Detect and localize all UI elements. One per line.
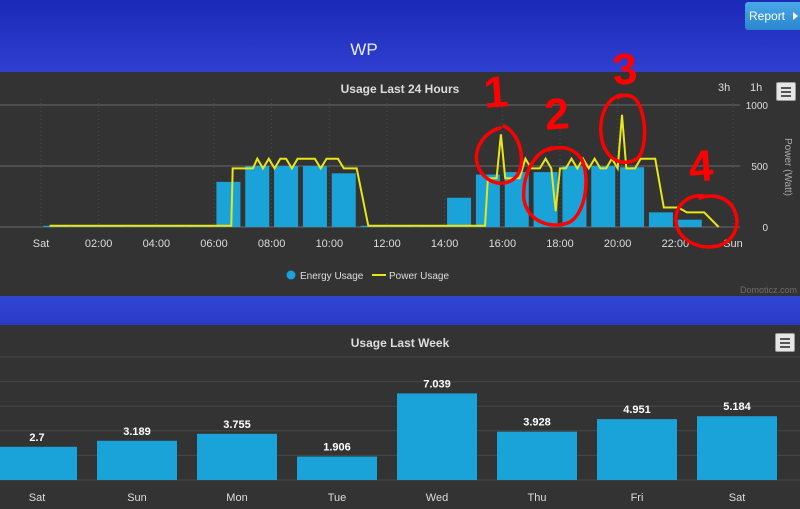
x-tick-label: 08:00 [258, 238, 286, 250]
zoom-1h-button[interactable]: 1h [750, 82, 763, 94]
x-tick-label: 04:00 [143, 238, 171, 250]
energy-usage-bar [274, 166, 299, 227]
usage-24h-chart-title: Usage Last 24 Hours [340, 82, 460, 96]
week-usage-bar [597, 419, 677, 480]
energy-usage-bar [331, 173, 356, 227]
bar-value-label: 2.7 [29, 432, 44, 444]
power-usage-line [49, 114, 720, 228]
x-tick-label: 12:00 [373, 238, 401, 250]
section-separator [0, 296, 800, 325]
x-tick-label: Sat [29, 492, 46, 504]
week-usage-bar [197, 433, 277, 480]
x-tick-label: Sun [723, 238, 743, 250]
x-tick-label: Mon [226, 492, 247, 504]
chart-menu-button[interactable] [775, 333, 795, 352]
bar-value-label: 3.928 [523, 417, 551, 429]
x-tick-label: Fri [631, 492, 644, 504]
x-tick-label: 06:00 [200, 238, 228, 250]
y-tick-label: 1000 [746, 101, 769, 112]
usage-week-chart-panel: Usage Last Week 2.7 Sat 3.189 Sun 3.755 Mon 1.… [0, 325, 800, 509]
x-tick-label: 20:00 [604, 238, 632, 250]
y-axis-title: Power (Watt) [782, 138, 793, 196]
y-tick-label: 500 [751, 162, 768, 173]
usage-week-chart: 2.7 Sat 3.189 Sun 3.755 Mon 1.906 Tue 7.039 Wed 3.… [0, 356, 800, 504]
chart-menu-button[interactable] [776, 82, 796, 101]
bar-value-label: 3.755 [223, 419, 251, 431]
energy-usage-bar [504, 172, 529, 227]
usage-week-chart-title: Usage Last Week [350, 336, 450, 350]
usage-24h-chart-panel: Usage Last 24 Hours 3h 1h 0 500 1000 Sat 02:… [0, 72, 800, 296]
energy-usage-bar [562, 166, 587, 227]
x-tick-label: 02:00 [85, 238, 113, 250]
x-tick-label: Sat [729, 492, 746, 504]
x-tick-label: 16:00 [489, 238, 517, 250]
energy-usage-bar [591, 166, 616, 227]
bar-value-label: 3.189 [123, 426, 151, 438]
week-usage-bar [697, 416, 777, 480]
week-usage-bar [0, 446, 77, 480]
x-tick-label: 14:00 [431, 238, 459, 250]
energy-usage-bar [447, 197, 472, 227]
chart-credit: Domoticz.com [740, 285, 797, 295]
energy-usage-bar [216, 181, 241, 227]
legend-energy-label: Energy Usage [300, 271, 364, 282]
x-tick-label: 22:00 [662, 238, 690, 250]
energy-usage-bar [245, 166, 270, 227]
menu-icon [781, 87, 791, 89]
bar-value-label: 4.951 [623, 404, 651, 416]
week-usage-bar [397, 393, 477, 480]
page-title: WP [350, 40, 378, 59]
report-button[interactable]: Report [745, 2, 800, 30]
energy-usage-bar [620, 167, 645, 227]
x-tick-label: Sat [33, 238, 50, 250]
energy-usage-bar [648, 212, 673, 227]
x-tick-label: Sun [127, 492, 147, 504]
week-usage-bar [97, 440, 177, 480]
week-usage-bar [497, 431, 577, 480]
play-arrow-icon [793, 12, 799, 20]
bar-value-label: 5.184 [723, 401, 751, 413]
menu-icon [780, 338, 790, 340]
energy-usage-bar [677, 219, 702, 227]
y-tick-label: 0 [762, 223, 768, 234]
week-usage-bar [297, 456, 377, 480]
legend-energy-marker [286, 270, 296, 280]
energy-usage-bar [302, 166, 327, 227]
x-tick-label: 10:00 [316, 238, 344, 250]
bar-value-label: 1.906 [323, 442, 351, 454]
usage-24h-chart: 0 500 1000 Sat 02:00 04:00 06:00 08:00 10:00 12:0… [0, 99, 797, 295]
x-tick-label: Thu [528, 492, 547, 504]
x-tick-label: 18:00 [546, 238, 574, 250]
top-header-bar [0, 0, 800, 72]
x-tick-label: Wed [426, 492, 448, 504]
x-tick-label: Tue [328, 492, 347, 504]
legend-power-label: Power Usage [389, 271, 449, 282]
report-button-label: Report [749, 9, 786, 23]
bar-value-label: 7.039 [423, 378, 451, 390]
zoom-3h-button[interactable]: 3h [718, 82, 731, 94]
